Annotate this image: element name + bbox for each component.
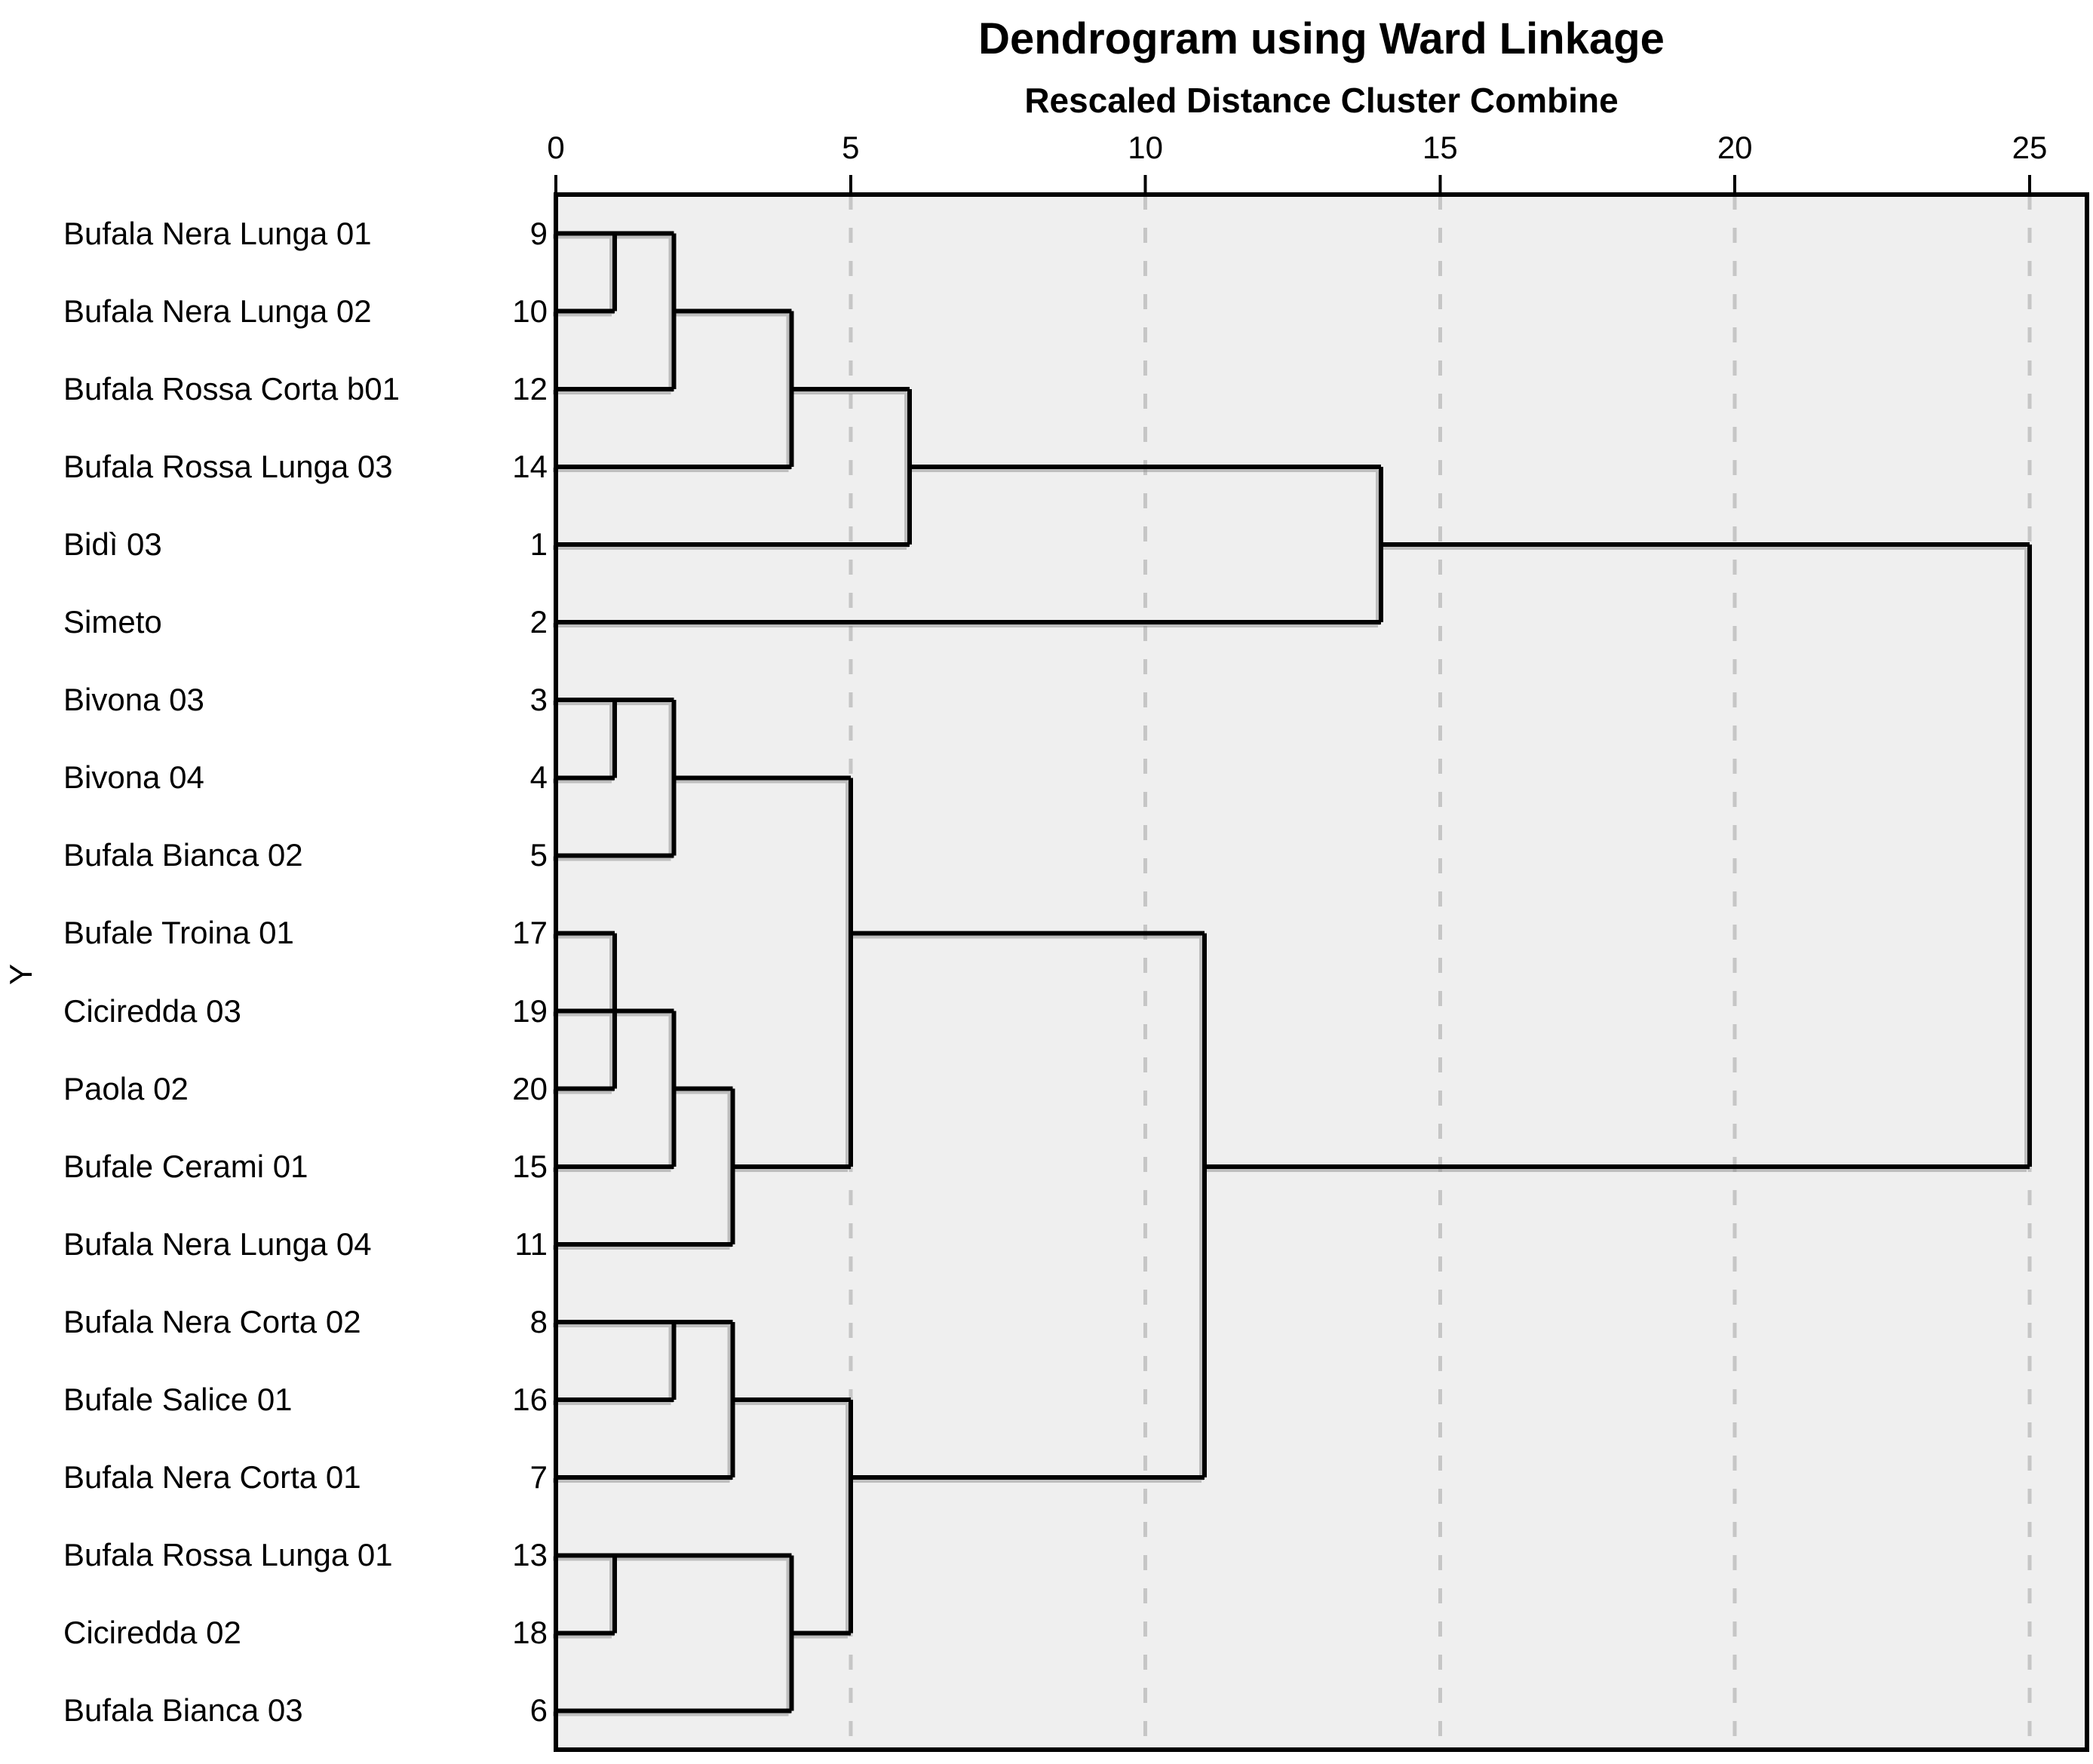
leaf-label: Bufala Nera Corta 01 xyxy=(63,1459,361,1496)
case-number: 13 xyxy=(512,1537,548,1573)
leaf-label: Bufala Bianca 03 xyxy=(63,1692,303,1729)
case-number: 9 xyxy=(529,215,548,251)
case-number: 4 xyxy=(529,759,548,796)
leaf-label: Bufale Cerami 01 xyxy=(63,1148,308,1184)
case-number: 17 xyxy=(512,915,548,951)
page-title: Dendrogram using Ward Linkage xyxy=(978,14,1665,63)
chart-subtitle: Rescaled Distance Cluster Combine xyxy=(1024,81,1619,120)
plot-area xyxy=(556,195,2087,1750)
case-number: 7 xyxy=(529,1459,548,1496)
leaf-label: Bivona 04 xyxy=(63,759,204,796)
case-number: 15 xyxy=(512,1148,548,1184)
case-number: 16 xyxy=(512,1382,548,1418)
plot-border xyxy=(554,192,2089,1752)
leaf-label: Bufale Salice 01 xyxy=(63,1382,293,1418)
leaf-label: Bidì 03 xyxy=(63,526,162,562)
case-number: 2 xyxy=(529,604,548,640)
case-number: 20 xyxy=(512,1070,548,1106)
case-number: 8 xyxy=(529,1303,548,1339)
leaf-label: Bufala Nera Corta 02 xyxy=(63,1303,361,1339)
leaf-label: Bufala Nera Lunga 01 xyxy=(63,215,372,251)
leaf-label: Bufala Rossa Lunga 03 xyxy=(63,448,393,484)
leaf-label: Paola 02 xyxy=(63,1070,189,1106)
leaf-label: Bufale Troina 01 xyxy=(63,915,294,951)
case-number: 11 xyxy=(514,1226,548,1262)
leaf-label: Ciciredda 02 xyxy=(63,1615,241,1651)
x-axis-tick-label: 15 xyxy=(1422,130,1458,165)
x-axis-tick-label: 5 xyxy=(842,130,860,165)
x-axis-tick-label: 25 xyxy=(2012,130,2048,165)
leaf-label: Ciciredda 03 xyxy=(63,992,241,1029)
leaf-label: Simeto xyxy=(63,604,162,640)
case-number: 5 xyxy=(529,837,548,873)
case-number: 18 xyxy=(512,1615,548,1651)
case-number: 3 xyxy=(529,682,548,718)
case-number: 1 xyxy=(529,526,548,562)
x-axis-tick-label: 0 xyxy=(547,130,565,165)
leaf-label: Bufala Rossa Corta b01 xyxy=(63,370,400,406)
leaf-label: Bufala Nera Lunga 02 xyxy=(63,293,372,329)
case-number: 10 xyxy=(512,293,548,329)
dendrogram-lines xyxy=(556,231,2032,1713)
leaf-label: Bufala Bianca 02 xyxy=(63,837,303,873)
x-axis-tick-label: 20 xyxy=(1717,130,1753,165)
case-number: 14 xyxy=(512,448,548,484)
case-number: 19 xyxy=(512,992,548,1029)
leaf-label: Bufala Rossa Lunga 01 xyxy=(63,1537,393,1573)
case-number: 6 xyxy=(529,1692,548,1729)
x-axis-tick-label: 10 xyxy=(1128,130,1163,165)
leaf-label: Bufala Nera Lunga 04 xyxy=(63,1226,372,1262)
leaf-label: Bivona 03 xyxy=(63,682,204,718)
case-number: 12 xyxy=(512,370,548,406)
